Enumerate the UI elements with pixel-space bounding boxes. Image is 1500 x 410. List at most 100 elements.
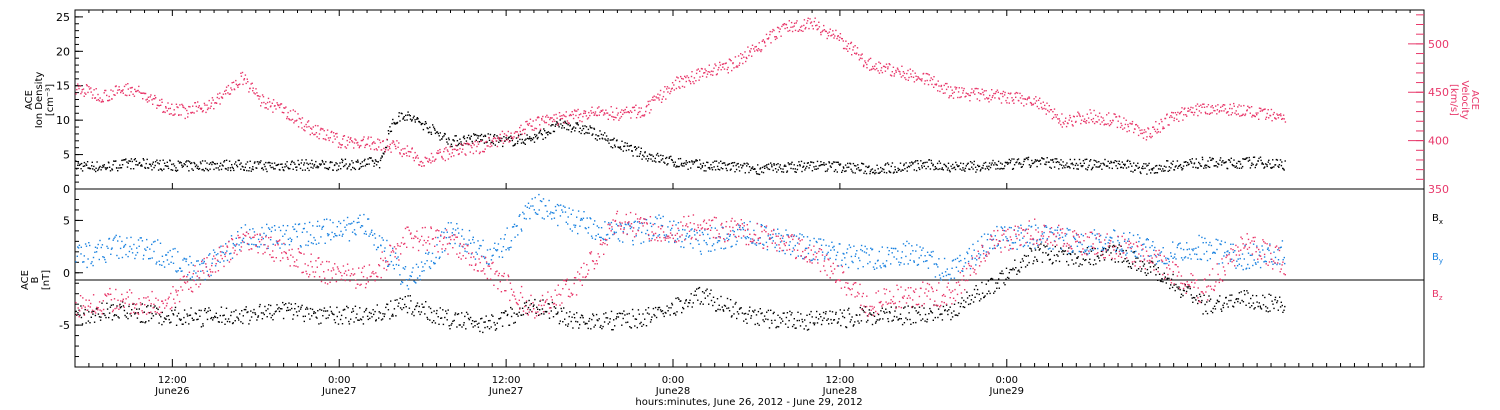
density-point [425, 122, 427, 125]
bx-point [748, 310, 750, 312]
density-point [779, 164, 781, 166]
bx-point [247, 311, 249, 313]
bx-point [344, 308, 346, 311]
bx-point [474, 325, 476, 327]
bx-point [351, 311, 353, 313]
velocity-point [575, 114, 577, 117]
density-point [839, 164, 841, 166]
bx-point [849, 321, 851, 323]
density-point [653, 160, 656, 162]
velocity-point [75, 93, 77, 95]
by-point [598, 226, 600, 229]
bx-point [1039, 248, 1041, 250]
density-point [345, 163, 347, 165]
bx-point [237, 317, 239, 319]
density-point [830, 166, 832, 168]
velocity-point [248, 91, 250, 93]
density-point [335, 162, 337, 164]
density-point [525, 138, 527, 140]
density-point [841, 171, 843, 173]
bx-point [414, 308, 416, 311]
bx-point [1264, 296, 1266, 299]
density-point [309, 162, 311, 165]
by-point [80, 253, 82, 255]
velocity-point [492, 137, 495, 140]
bx-point [221, 321, 223, 323]
bx-point [421, 303, 423, 305]
density-point [350, 169, 352, 171]
bx-point [446, 319, 448, 321]
velocity-point [852, 46, 855, 48]
bx-point [1201, 299, 1203, 302]
density-point [1016, 161, 1018, 163]
density-point [527, 137, 529, 140]
velocity-point [827, 35, 830, 37]
velocity-point [231, 89, 233, 91]
density-point [1050, 159, 1052, 161]
bx-point [588, 317, 591, 320]
velocity-point [1080, 122, 1082, 125]
by-point [112, 239, 114, 241]
velocity-point [553, 118, 555, 121]
velocity-point [774, 38, 777, 41]
bx-point [152, 315, 155, 317]
density-point [99, 165, 101, 168]
by-point [609, 224, 611, 226]
bx-point [527, 306, 530, 309]
by-point [397, 256, 399, 258]
velocity-point [684, 75, 686, 78]
bx-point [418, 311, 420, 313]
velocity-point [879, 62, 882, 65]
density-point [708, 166, 711, 169]
density-point [85, 163, 87, 165]
by-point [387, 265, 389, 267]
by-point [255, 244, 257, 246]
density-point [166, 165, 168, 167]
bx-point [805, 325, 807, 327]
velocity-point [1156, 132, 1158, 134]
bx-point [569, 311, 571, 313]
bx-point [1041, 261, 1044, 263]
by-point [235, 237, 237, 239]
by-point [92, 264, 94, 267]
bx-point [521, 307, 524, 309]
density-point [1026, 157, 1028, 159]
density-point [1066, 166, 1069, 168]
velocity-point [743, 56, 745, 58]
velocity-point [665, 98, 667, 100]
by-point [161, 264, 163, 266]
bx-point [595, 313, 598, 316]
density-point [1270, 167, 1273, 169]
density-point [995, 163, 997, 166]
density-point [1010, 160, 1012, 162]
bx-point [186, 313, 188, 315]
velocity-point [179, 104, 181, 106]
velocity-point [1085, 122, 1087, 124]
density-point [1091, 167, 1093, 170]
by-point [613, 231, 615, 233]
density-point [366, 163, 368, 165]
bx-point [163, 321, 165, 323]
velocity-point [740, 57, 743, 60]
bx-point [887, 320, 890, 323]
density-point [211, 163, 213, 166]
density-point [874, 173, 876, 175]
bx-point [1071, 259, 1073, 261]
velocity-point [108, 95, 110, 98]
velocity-point [933, 76, 935, 78]
density-point [97, 168, 100, 170]
by-point [128, 250, 131, 253]
bx-point [758, 324, 760, 326]
density-point [699, 163, 702, 165]
bx-point [843, 309, 845, 311]
velocity-point [329, 137, 331, 139]
velocity-point [1108, 124, 1111, 127]
velocity-point [256, 92, 258, 94]
bx-point [732, 306, 734, 308]
density-point [930, 162, 933, 164]
bx-point [839, 309, 841, 311]
velocity-point [875, 63, 877, 65]
density-point [593, 127, 595, 130]
bx-point [184, 321, 187, 324]
bx-point [143, 311, 145, 313]
